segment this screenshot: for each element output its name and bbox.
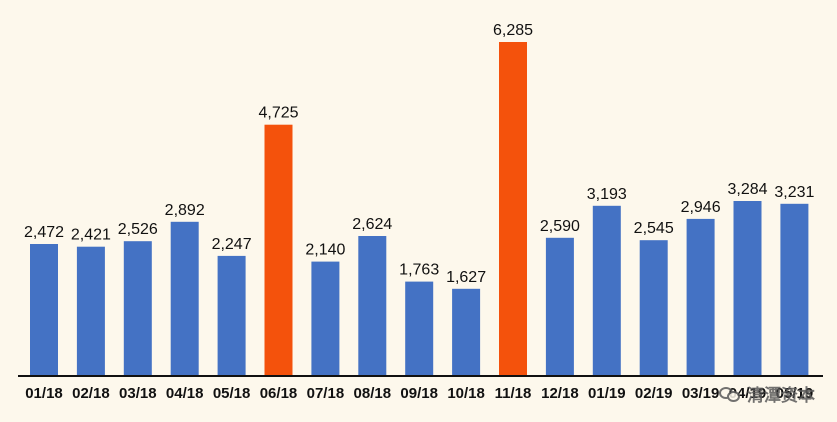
bar-12-18	[545, 237, 574, 375]
value-label-03-18: 2,526	[118, 221, 158, 238]
value-label-11-18: 6,285	[493, 22, 533, 39]
value-label-04-19: 3,284	[727, 181, 767, 198]
bar-01-19	[592, 205, 621, 375]
tick-label-03-19: 03/19	[682, 385, 720, 402]
bars-group	[30, 42, 809, 375]
value-label-05-19: 3,231	[774, 184, 814, 201]
tick-label-12-18: 12/18	[541, 385, 579, 402]
value-label-08-18: 2,624	[352, 216, 392, 233]
tick-label-06-18: 06/18	[260, 385, 298, 402]
tick-labels-group: 01/18 02/18 03/18 04/18 05/18 06/18 07/18 08/18…	[25, 385, 813, 402]
value-label-01-19: 3,193	[587, 186, 627, 203]
tick-label-02-18: 02/18	[72, 385, 110, 402]
value-label-07-18: 2,140	[305, 242, 345, 259]
value-label-01-18: 2,472	[24, 224, 64, 241]
tick-label-09-18: 09/18	[400, 385, 438, 402]
watermark-text: 清潭资本	[747, 386, 815, 406]
bar-02-18	[76, 246, 105, 375]
tick-label-02-19: 02/19	[635, 385, 673, 402]
bar-06-18	[264, 124, 293, 375]
bar-03-18	[123, 241, 152, 375]
tick-label-01-19: 01/19	[588, 385, 626, 402]
tick-label-03-18: 03/18	[119, 385, 157, 402]
bar-05-18	[217, 255, 246, 375]
bar-09-18	[405, 281, 434, 375]
value-label-03-19: 2,946	[681, 199, 721, 216]
value-label-09-18: 1,763	[399, 262, 439, 279]
bar-04-19	[733, 201, 762, 375]
value-labels-group: 2,472 2,421 2,526 2,892 2,247 4,725 2,140 2,624…	[24, 22, 815, 286]
value-label-12-18: 2,590	[540, 218, 580, 235]
bar-04-18	[170, 221, 199, 375]
bar-10-18	[452, 288, 481, 375]
tick-label-10-18: 10/18	[447, 385, 485, 402]
value-label-02-19: 2,545	[634, 220, 674, 237]
tick-label-04-18: 04/18	[166, 385, 204, 402]
value-label-02-18: 2,421	[71, 227, 111, 244]
tick-label-05-19: 05/19	[776, 385, 814, 402]
watermark: 清潭资本	[719, 381, 815, 406]
bar-07-18	[311, 261, 340, 375]
bar-03-19	[686, 218, 715, 375]
value-label-05-18: 2,247	[212, 236, 252, 253]
wechat-icon	[719, 385, 741, 403]
tick-label-08-18: 08/18	[354, 385, 392, 402]
tick-label-11-18: 11/18	[495, 385, 532, 402]
tick-label-05-18: 05/18	[213, 385, 251, 402]
tick-label-07-18: 07/18	[307, 385, 345, 402]
bar-02-19	[639, 240, 668, 375]
tick-label-01-18: 01/18	[25, 385, 63, 402]
bar-01-18	[30, 244, 58, 375]
bar-11-18	[499, 42, 527, 375]
value-label-04-18: 2,892	[165, 202, 205, 219]
bar-08-18	[358, 236, 387, 375]
value-label-06-18: 4,725	[258, 105, 298, 122]
bar-05-19	[780, 203, 809, 375]
value-label-10-18: 1,627	[446, 269, 486, 286]
